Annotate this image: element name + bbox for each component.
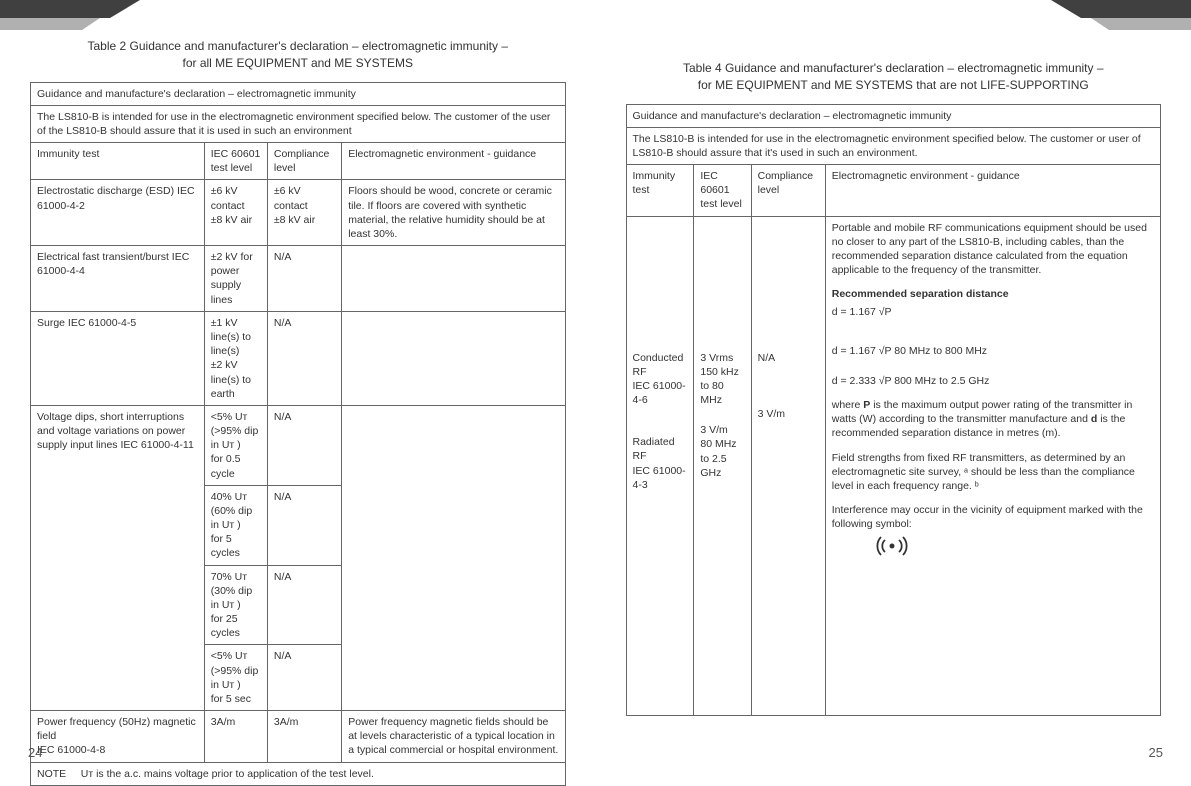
table4-title: Table 4 Guidance and manufacturer's decl… bbox=[626, 60, 1162, 94]
page-right: Table 4 Guidance and manufacturer's decl… bbox=[596, 0, 1191, 764]
t2-r4c-c3: N/A bbox=[267, 565, 341, 645]
table4: Guidance and manufacture's declaration –… bbox=[626, 104, 1162, 716]
t2-note: NOTE Uᴛ is the a.c. mains voltage prior … bbox=[31, 762, 566, 785]
t2-r4d-c3: N/A bbox=[267, 645, 341, 711]
t2-guidance-header: Guidance and manufacture's declaration –… bbox=[31, 82, 566, 105]
t4-g-p3: Field strengths from fixed RF transmitte… bbox=[832, 451, 1154, 494]
t4-radiated-rf: Radiated RF IEC 61000-4-3 bbox=[633, 435, 688, 492]
t4-g-p2a: where bbox=[832, 399, 864, 411]
t2-intended-use: The LS810-B is intended for use in the e… bbox=[31, 105, 566, 142]
t2-r4a-c2: <5% Uᴛ (>95% dip in Uᴛ ) for 0.5 cycle bbox=[204, 405, 267, 485]
t2-col-guidance: Electromagnetic environment - guidance bbox=[342, 143, 565, 180]
t4-comp1: N/A bbox=[758, 351, 819, 365]
t4-col-iec: IEC 60601 test level bbox=[694, 165, 751, 217]
t4-g-p2b: is the maximum output power rating of th… bbox=[832, 399, 1133, 425]
rf-interference-icon bbox=[872, 531, 912, 567]
t2-r1c3: ±6 kV contact ±8 kV air bbox=[267, 180, 341, 246]
t4-d3: d = 2.333 √P 800 MHz to 2.5 GHz bbox=[832, 374, 1154, 388]
note-label: NOTE bbox=[37, 768, 66, 780]
page-number-right: 25 bbox=[1149, 745, 1163, 760]
t4-test1: 3 Vrms 150 kHz to 80 MHz bbox=[700, 351, 744, 408]
t2-r1c4: Floors should be wood, concrete or ceram… bbox=[342, 180, 565, 246]
t4-g-rec: Recommended separation distance bbox=[832, 287, 1154, 301]
t2-r5c3: 3A/m bbox=[267, 711, 341, 763]
page-number-left: 24 bbox=[28, 745, 42, 760]
table2-title: Table 2 Guidance and manufacturer's decl… bbox=[30, 38, 566, 72]
t2-col-immunity: Immunity test bbox=[31, 143, 205, 180]
t2-r3c3: N/A bbox=[267, 311, 341, 405]
t2-r4-c4 bbox=[342, 405, 565, 710]
t2-r5c1: Power frequency (50Hz) magnetic field IE… bbox=[31, 711, 205, 763]
t2-r2c3: N/A bbox=[267, 246, 341, 312]
t2-r4d-c2: <5% Uᴛ (>95% dip in Uᴛ ) for 5 sec bbox=[204, 645, 267, 711]
t2-r2c4 bbox=[342, 246, 565, 312]
t2-r1c2: ±6 kV contact ±8 kV air bbox=[204, 180, 267, 246]
t4-compliance-cell: N/A 3 V/m bbox=[751, 216, 825, 715]
t2-r4a-c3: N/A bbox=[267, 405, 341, 485]
corner-decoration-left bbox=[0, 0, 220, 40]
t4-g-p4: Interference may occur in the vicinity o… bbox=[832, 503, 1154, 531]
t2-r4b-c3: N/A bbox=[267, 485, 341, 565]
t2-r5c2: 3A/m bbox=[204, 711, 267, 763]
t2-r3c2: ±1 kV line(s) to line(s) ±2 kV line(s) t… bbox=[204, 311, 267, 405]
t2-r1c1: Electrostatic discharge (ESD) IEC 61000-… bbox=[31, 180, 205, 246]
t4-g-p1: Portable and mobile RF communications eq… bbox=[832, 221, 1154, 278]
t2-r4b-c2: 40% Uᴛ (60% dip in Uᴛ ) for 5 cycles bbox=[204, 485, 267, 565]
t2-r4-label: Voltage dips, short interruptions and vo… bbox=[31, 405, 205, 710]
t2-r3c4 bbox=[342, 311, 565, 405]
table2: Guidance and manufacture's declaration –… bbox=[30, 82, 566, 786]
t4-intended-use: The LS810-B is intended for use in the e… bbox=[626, 127, 1161, 164]
corner-decoration-right bbox=[971, 0, 1191, 40]
t4-col-compliance: Compliance level bbox=[751, 165, 825, 217]
t4-testlevel-cell: 3 Vrms 150 kHz to 80 MHz 3 V/m 80 MHz to… bbox=[694, 216, 751, 715]
t2-col-iec: IEC 60601 test level bbox=[204, 143, 267, 180]
t4-test2: 3 V/m 80 MHz to 2.5 GHz bbox=[700, 423, 744, 480]
t4-col-guidance: Electromagnetic environment - guidance bbox=[825, 165, 1160, 217]
t2-col-compliance: Compliance level bbox=[267, 143, 341, 180]
t2-r2c1: Electrical fast transient/burst IEC 6100… bbox=[31, 246, 205, 312]
t2-r4c-c2: 70% Uᴛ (30% dip in Uᴛ ) for 25 cycles bbox=[204, 565, 267, 645]
t4-d1: d = 1.167 √P bbox=[832, 305, 1154, 319]
t4-col-immunity: Immunity test bbox=[626, 165, 694, 217]
t4-immunity-cell: Conducted RF IEC 61000-4-6 Radiated RF I… bbox=[626, 216, 694, 715]
note-text: Uᴛ is the a.c. mains voltage prior to ap… bbox=[81, 768, 374, 780]
t4-guidance-cell: Portable and mobile RF communications eq… bbox=[825, 216, 1160, 715]
t2-r2c2: ±2 kV for power supply lines bbox=[204, 246, 267, 312]
page-left: Table 2 Guidance and manufacturer's decl… bbox=[0, 0, 596, 764]
t4-d2: d = 1.167 √P 80 MHz to 800 MHz bbox=[832, 344, 1154, 358]
t4-g-p2: where P is the maximum output power rati… bbox=[832, 398, 1154, 441]
t4-comp2: 3 V/m bbox=[758, 407, 819, 421]
t4-guidance-header: Guidance and manufacture's declaration –… bbox=[626, 104, 1161, 127]
t2-r5c4: Power frequency magnetic fields should b… bbox=[342, 711, 565, 763]
t2-r3c1: Surge IEC 61000-4-5 bbox=[31, 311, 205, 405]
t4-conducted-rf: Conducted RF IEC 61000-4-6 bbox=[633, 351, 688, 408]
